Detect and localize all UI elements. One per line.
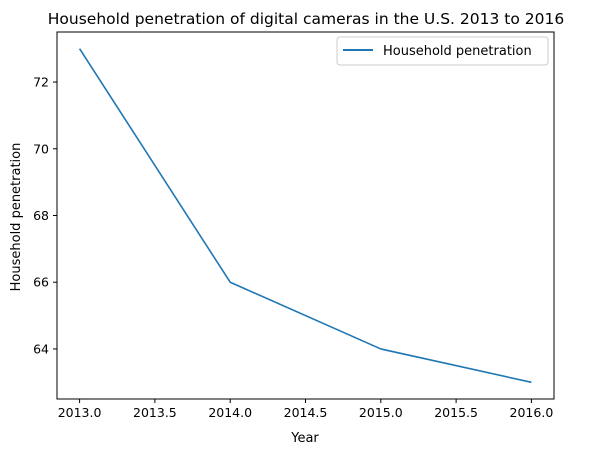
x-tick-label: 2013.5 (133, 405, 177, 420)
y-tick-label: 68 (33, 208, 49, 223)
x-axis-label: Year (290, 431, 319, 446)
x-tick-label: 2015.5 (434, 405, 478, 420)
y-axis-label: Household penetration (9, 143, 24, 292)
y-tick-label: 64 (33, 341, 49, 356)
x-tick-label: 2013.0 (58, 405, 102, 420)
legend-label: Household penetration (383, 44, 532, 59)
y-tick-label: 66 (33, 275, 49, 290)
chart-title: Household penetration of digital cameras… (48, 10, 564, 28)
x-tick-label: 2014.5 (284, 405, 328, 420)
series-line-0 (78, 48, 532, 384)
y-tick-label: 72 (33, 75, 49, 90)
x-tick-label: 2015.0 (359, 405, 403, 420)
x-tick-label: 2014.0 (208, 405, 252, 420)
plot-frame (56, 31, 555, 400)
legend-box (336, 36, 549, 66)
x-tick-label: 2016.0 (510, 405, 554, 420)
plot-area: 2013.0 2013.5 2014.0 2014.5 2015.0 2015.5 2016… (33, 31, 555, 420)
y-tick-label: 70 (33, 141, 49, 156)
legend: Household penetration (336, 36, 549, 66)
